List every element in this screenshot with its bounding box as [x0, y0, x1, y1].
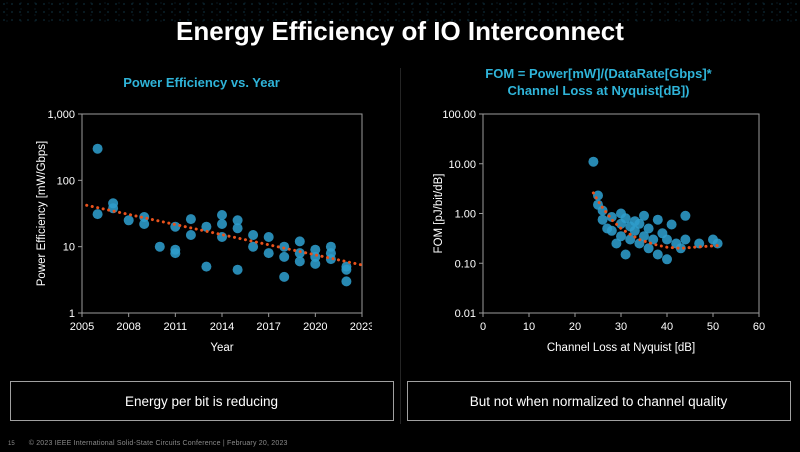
svg-text:1.00: 1.00	[454, 209, 475, 221]
panel-divider	[399, 68, 401, 424]
right-caption-text: But not when normalized to channel quali…	[469, 393, 728, 409]
content-columns: Power Efficiency vs. Year 2005 2008 2011 20…	[0, 62, 800, 424]
svg-text:0.10: 0.10	[454, 258, 475, 270]
svg-text:FOM [pJ/bit/dB]: FOM [pJ/bit/dB]	[433, 174, 445, 254]
right-panel: FOM = Power[mW]/(DataRate[Gbps]* Channel…	[401, 62, 797, 424]
svg-text:Channel Loss at Nyquist [dB]: Channel Loss at Nyquist [dB]	[546, 342, 694, 354]
left-caption-box: Energy per bit is reducing	[9, 381, 394, 421]
svg-text:2014: 2014	[209, 321, 233, 333]
svg-text:10: 10	[522, 321, 534, 333]
right-caption-box: But not when normalized to channel quali…	[406, 381, 791, 421]
left-chart-title: Power Efficiency vs. Year	[123, 74, 280, 90]
svg-text:10.00: 10.00	[448, 159, 476, 171]
svg-text:Power Efficiency [mW/Gbps]: Power Efficiency [mW/Gbps]	[36, 141, 48, 287]
left-panel: Power Efficiency vs. Year 2005 2008 2011 20…	[4, 62, 400, 424]
svg-text:2011: 2011	[163, 321, 187, 333]
svg-text:2005: 2005	[69, 321, 93, 333]
right-chart-title: FOM = Power[mW]/(DataRate[Gbps]* Channel…	[485, 66, 712, 98]
svg-text:40: 40	[660, 321, 672, 333]
svg-text:0: 0	[479, 321, 485, 333]
slide-title: Energy Efficiency of IO Interconnect	[176, 16, 624, 46]
svg-text:1: 1	[68, 308, 74, 320]
svg-text:20: 20	[568, 321, 580, 333]
svg-text:10: 10	[62, 242, 74, 254]
fom-chart: 0 10 20 30 40 50 60 0.01 0.10 1.00 10.00 100.00 Chan…	[433, 109, 765, 354]
copyright-text: © 2023 IEEE International Solid-State Ci…	[28, 440, 288, 447]
svg-text:60: 60	[752, 321, 764, 333]
svg-text:2008: 2008	[116, 321, 140, 333]
left-caption-text: Energy per bit is reducing	[124, 393, 279, 409]
svg-text:2023: 2023	[349, 321, 371, 333]
footer: 15 © 2023 IEEE International Solid-State…	[8, 440, 288, 447]
svg-text:2017: 2017	[256, 321, 280, 333]
page-number: 15	[8, 441, 15, 447]
svg-text:50: 50	[706, 321, 718, 333]
svg-text:Year: Year	[210, 342, 233, 354]
power-efficiency-chart: 2005 2008 2011 2014 2017 2020 2023 1 10 100 1,000 Y…	[36, 109, 372, 354]
svg-text:0.01: 0.01	[454, 308, 475, 320]
svg-text:100.00: 100.00	[442, 109, 476, 121]
svg-text:100: 100	[56, 175, 74, 187]
svg-text:1,000: 1,000	[47, 109, 75, 121]
svg-text:2020: 2020	[303, 321, 327, 333]
svg-text:30: 30	[614, 321, 626, 333]
